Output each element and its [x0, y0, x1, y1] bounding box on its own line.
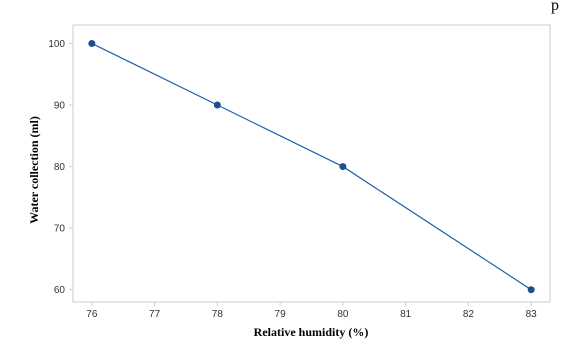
data-point	[213, 101, 221, 109]
data-point	[527, 286, 535, 294]
y-tick-label: 100	[48, 39, 65, 50]
x-tick-label: 82	[463, 309, 475, 320]
data-point	[339, 163, 347, 171]
x-axis-title: Relative humidity (%)	[254, 325, 369, 339]
x-tick-label: 77	[149, 309, 161, 320]
y-tick-label: 80	[54, 162, 66, 173]
x-axis: 76 77 78 79 80 81 82 83	[86, 302, 537, 320]
y-axis-title: Water collection (ml)	[27, 116, 41, 224]
x-tick-label: 76	[86, 309, 98, 320]
x-tick-label: 81	[400, 309, 412, 320]
x-tick-label: 80	[337, 309, 349, 320]
series-layer	[88, 39, 535, 294]
x-tick-label: 83	[526, 309, 538, 320]
y-tick-label: 70	[54, 224, 66, 235]
y-tick-label: 60	[54, 285, 66, 296]
x-tick-label: 79	[275, 309, 287, 320]
x-tick-label: 78	[212, 309, 224, 320]
series-line	[91, 42, 532, 291]
data-point	[88, 39, 96, 47]
chart-title-fragment: p	[551, 0, 559, 14]
plot-frame	[72, 24, 551, 303]
y-tick-label: 90	[54, 101, 66, 112]
y-axis: 60 70 80 90 100	[48, 39, 73, 296]
